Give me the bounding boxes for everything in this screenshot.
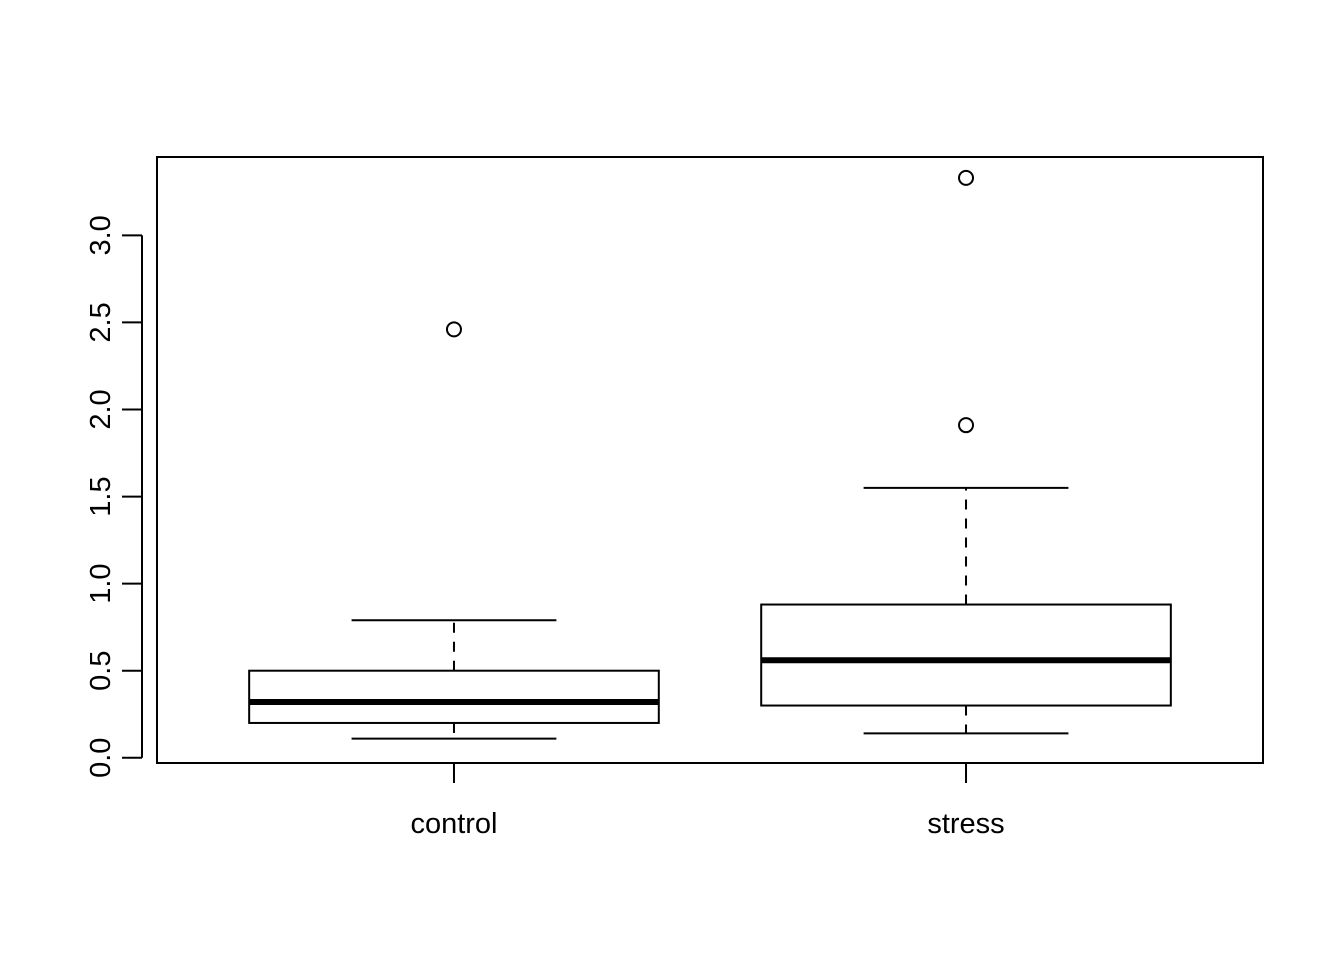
y-tick-label: 2.5	[85, 302, 117, 342]
y-tick-label: 2.0	[85, 389, 117, 429]
outlier-point	[958, 169, 975, 186]
box-iqr	[248, 669, 660, 724]
outlier-point	[958, 417, 975, 434]
x-tick-label: stress	[927, 808, 1004, 840]
x-tick-label: control	[410, 808, 497, 840]
plot-frame	[156, 156, 1264, 764]
y-tick-label: 1.0	[85, 563, 117, 603]
plot-layer	[248, 169, 1172, 740]
y-tick-label: 0.0	[85, 738, 117, 778]
box-group-stress	[760, 169, 1172, 735]
y-tick-label: 0.5	[85, 651, 117, 691]
box-group-control	[248, 321, 660, 740]
outlier-point	[445, 321, 462, 338]
y-tick-label: 3.0	[85, 215, 117, 255]
box-iqr	[760, 603, 1172, 707]
axis-layer: control stress 0.0 0.5 1.0 1.5 2.0 2.5 3.0	[85, 215, 1005, 840]
y-tick-label: 1.5	[85, 476, 117, 516]
